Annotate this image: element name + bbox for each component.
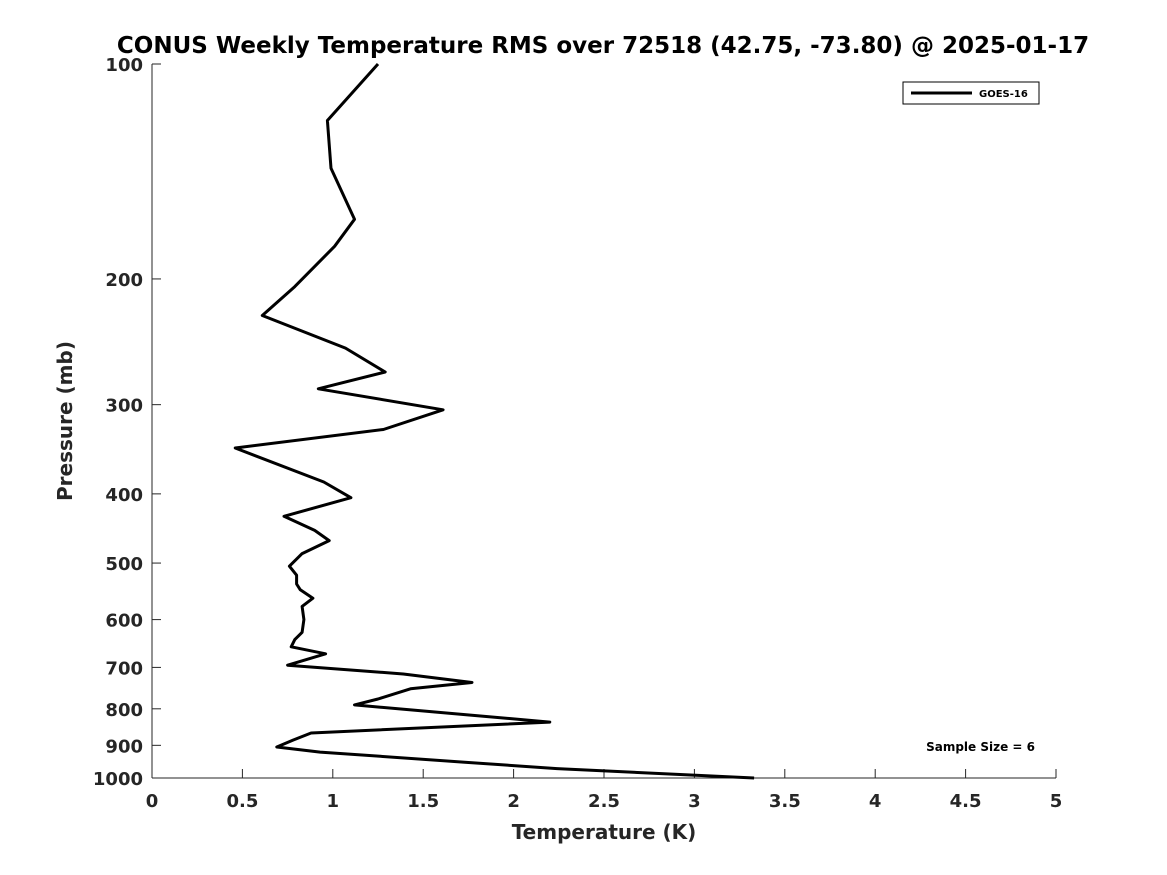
x-tick-label: 5 (1050, 791, 1063, 812)
x-tick-label: 0.5 (226, 791, 258, 812)
x-axis-label: Temperature (K) (512, 820, 697, 844)
y-tick-label: 100 (105, 55, 143, 76)
sample-size-annotation: Sample Size = 6 (926, 740, 1035, 754)
y-tick-label: 1000 (93, 769, 143, 790)
y-tick-label: 400 (105, 485, 143, 506)
legend: GOES-16 (902, 81, 1040, 105)
chart-title: CONUS Weekly Temperature RMS over 72518 … (117, 33, 1089, 59)
y-axis: 100 200 300 400 500 600 700 800 900 1000 (93, 55, 161, 790)
series-line-goes-16 (233, 62, 755, 780)
legend-label-goes-16: GOES-16 (979, 89, 1028, 100)
x-tick-label: 1 (327, 791, 340, 812)
x-axis: 0 0.5 1 1.5 2 2.5 3 3.5 4 4.5 5 (146, 769, 1063, 812)
x-tick-label: 2.5 (588, 791, 620, 812)
y-tick-label: 900 (105, 736, 143, 757)
x-tick-label: 2 (507, 791, 520, 812)
x-tick-label: 3.5 (769, 791, 801, 812)
y-tick-label: 800 (105, 700, 143, 721)
plot-area: 0 0.5 1 1.5 2 2.5 3 3.5 4 4.5 5 100 200 300 400 500 600… (93, 55, 1062, 812)
x-tick-label: 3 (688, 791, 701, 812)
y-tick-label: 200 (105, 270, 143, 291)
y-tick-label: 300 (105, 396, 143, 417)
y-tick-label: 600 (105, 611, 143, 632)
series-group (233, 62, 755, 780)
y-axis-label: Pressure (mb) (53, 341, 77, 501)
x-tick-label: 0 (146, 791, 159, 812)
y-tick-label: 500 (105, 554, 143, 575)
x-tick-label: 4 (869, 791, 882, 812)
x-tick-label: 4.5 (950, 791, 982, 812)
x-tick-label: 1.5 (407, 791, 439, 812)
y-tick-label: 700 (105, 658, 143, 679)
